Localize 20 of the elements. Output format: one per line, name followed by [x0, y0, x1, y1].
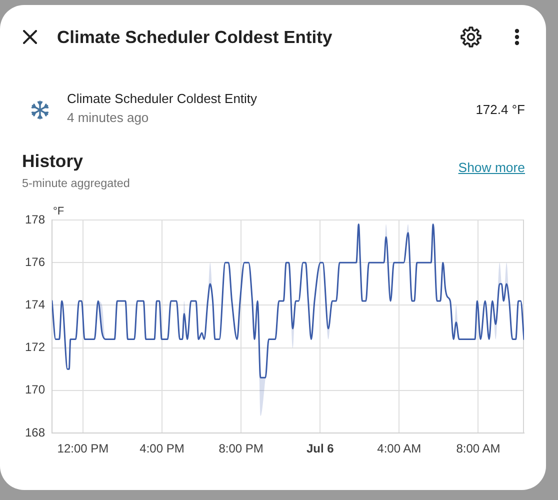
chart-subtitle: 5-minute aggregated [22, 177, 130, 191]
x-tick-label: Jul 6 [306, 442, 334, 456]
y-tick-label: 172 [24, 340, 46, 354]
x-tick-label: 12:00 PM [57, 442, 109, 456]
text: Show more [458, 160, 525, 176]
text: 172.4 °F [476, 102, 525, 118]
x-tick-label: 4:00 PM [140, 442, 184, 456]
x-tick-label: 4:00 AM [377, 442, 422, 456]
y-tick-label: 168 [24, 425, 46, 440]
y-tick-label: 174 [24, 298, 46, 312]
text: Climate Scheduler Coldest Entity [57, 26, 332, 48]
text: 4 minutes ago [67, 110, 149, 126]
y-tick-label: 170 [24, 382, 46, 397]
chart-title: History [22, 151, 83, 171]
y-axis-title: °F [53, 206, 64, 218]
text: Climate Scheduler Coldest Entity [67, 91, 258, 107]
x-tick-label: 8:00 AM [456, 442, 500, 456]
y-tick-label: 178 [24, 212, 46, 226]
y-tick-label: 176 [24, 254, 46, 269]
x-tick-label: 8:00 PM [218, 442, 264, 456]
